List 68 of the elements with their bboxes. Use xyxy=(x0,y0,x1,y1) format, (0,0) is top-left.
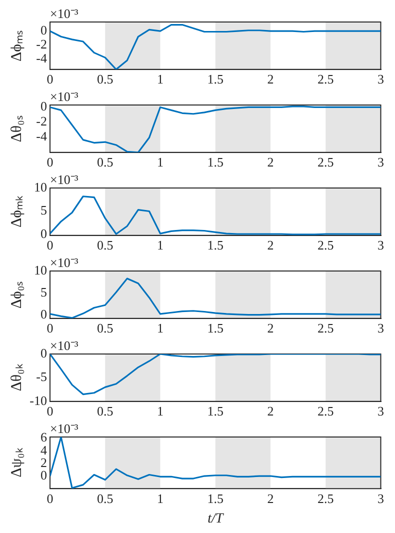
x-tick-label: 1.5 xyxy=(207,490,224,506)
text: ×10⁻³ xyxy=(50,88,78,104)
x-tick-label: 1.5 xyxy=(207,238,224,253)
x-tick-label: 1.5 xyxy=(207,72,224,87)
x-tick-label: 0.5 xyxy=(97,404,114,419)
x-tick-label: 2 xyxy=(267,404,274,419)
y-axis-title: Δϕₘₛ xyxy=(8,30,25,62)
x-tick-label: 2.5 xyxy=(318,72,334,87)
y-axis-title: Δϕ₀ₛ xyxy=(8,280,25,309)
y-axis-title: Δϕₘₖ xyxy=(8,194,25,228)
y-tick-label: 10 xyxy=(34,179,47,194)
x-tick-label: 0.5 xyxy=(97,490,114,506)
y-tick-label: 6 xyxy=(40,430,48,445)
y-tick-label: -5 xyxy=(36,369,47,384)
x-tick-label: 3 xyxy=(378,490,384,506)
x-tick-label: 2 xyxy=(267,154,274,170)
x-tick-label: 2.5 xyxy=(318,154,334,170)
y-tick-label: 10 xyxy=(34,262,47,278)
y-tick-label: 0 xyxy=(40,306,47,322)
x-tick-label: 1 xyxy=(157,154,164,170)
y-tick-label: 4 xyxy=(40,442,48,458)
x-tick-label: 1 xyxy=(157,404,164,419)
text: ×10⁻³ xyxy=(50,420,78,436)
text: ×10⁻³ xyxy=(50,338,78,353)
y-tick-label: 0 xyxy=(40,467,47,482)
y-tick-label: 5 xyxy=(40,202,47,218)
text: ×10⁻³ xyxy=(50,172,78,187)
x-tick-label: 3 xyxy=(378,404,384,419)
x-tick-label: 1.5 xyxy=(207,320,224,336)
x-tick-label: 3 xyxy=(378,154,384,170)
x-tick-label: 2 xyxy=(267,72,274,87)
text: ×10⁻³ xyxy=(50,6,78,21)
x-tick-label: 0.5 xyxy=(97,154,114,170)
x-tick-label: 0.5 xyxy=(97,238,114,253)
x-tick-label: 1 xyxy=(157,238,164,253)
y-tick-label: -2 xyxy=(36,36,47,52)
x-tick-label: 1 xyxy=(157,490,164,506)
y-axis-title: Δψ₀ₖ xyxy=(8,447,25,478)
x-tick-label: 1 xyxy=(157,72,164,87)
x-tick-label: 1 xyxy=(157,320,164,336)
x-tick-label: 1.5 xyxy=(207,404,224,419)
y-tick-label: 0 xyxy=(40,22,47,38)
y-tick-label: -4 xyxy=(36,128,48,144)
x-tick-label: 1.5 xyxy=(207,154,224,170)
y-tick-label: 2 xyxy=(40,454,47,470)
x-tick-label: 0.5 xyxy=(97,320,114,336)
y-axis-title: Δθ₀ₛ xyxy=(8,115,25,142)
x-tick-label: 2.5 xyxy=(318,320,334,336)
x-tick-label: 2.5 xyxy=(318,238,334,253)
x-tick-label: 3 xyxy=(378,238,384,253)
x-axis-title: t/T xyxy=(208,511,224,526)
y-axis-title: Δθ₀ₖ xyxy=(8,363,25,392)
y-tick-label: -10 xyxy=(30,392,47,408)
x-tick-label: 2 xyxy=(267,238,274,253)
y-tick-label: 5 xyxy=(40,284,47,300)
x-tick-label: 3 xyxy=(378,72,384,87)
x-tick-label: 2.5 xyxy=(318,490,334,506)
y-tick-label: 0 xyxy=(40,345,47,360)
y-tick-label: -2 xyxy=(36,113,47,128)
text: ×10⁻³ xyxy=(50,254,78,270)
x-tick-label: 0.5 xyxy=(97,72,114,87)
y-tick-label: 0 xyxy=(40,226,47,241)
x-tick-label: 3 xyxy=(378,320,384,336)
y-tick-label: -4 xyxy=(36,50,48,66)
x-tick-label: 2 xyxy=(267,490,274,506)
x-tick-label: 2 xyxy=(267,320,274,336)
y-tick-label: 0 xyxy=(40,98,47,114)
x-tick-label: 2.5 xyxy=(318,404,334,419)
